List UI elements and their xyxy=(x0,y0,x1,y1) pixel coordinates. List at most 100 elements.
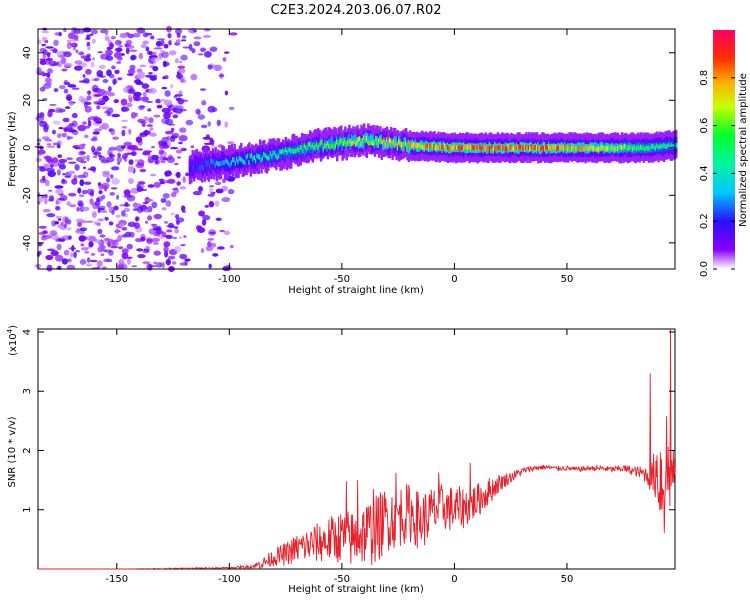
signal-band-cell xyxy=(607,145,610,151)
signal-band-cell xyxy=(330,143,333,149)
noise-blob xyxy=(153,114,161,118)
noise-blob xyxy=(106,112,111,117)
noise-blob xyxy=(84,251,90,254)
signal-band-cell xyxy=(627,146,631,152)
noise-blob xyxy=(38,225,47,229)
noise-blob xyxy=(126,145,136,150)
noise-blob xyxy=(190,145,195,148)
signal-band-cell xyxy=(271,154,274,160)
signal-band-cell xyxy=(332,137,335,148)
noise-blob xyxy=(126,194,136,202)
colorbar-gradient xyxy=(713,30,735,269)
signal-band-cell xyxy=(367,133,370,143)
noise-blob xyxy=(134,79,142,84)
signal-band-cell xyxy=(608,146,612,152)
signal-band-cell xyxy=(306,146,309,152)
noise-blob xyxy=(151,146,155,149)
noise-blob xyxy=(49,230,58,236)
signal-band-cell xyxy=(286,150,289,155)
noise-blob xyxy=(41,36,48,42)
noise-blob xyxy=(82,121,87,125)
signal-band-cell xyxy=(344,138,347,144)
noise-blob xyxy=(57,154,63,159)
signal-band-cell xyxy=(259,154,262,160)
snr-panel: -150 -100 -50 0 50 1 2 3 4 Height of straight l… xyxy=(6,325,676,595)
signal-band-cell xyxy=(255,151,258,161)
noise-blob xyxy=(141,96,149,102)
signal-band-cell xyxy=(552,144,555,150)
signal-band-cell xyxy=(539,146,543,152)
noise-blob xyxy=(104,30,109,36)
noise-blob xyxy=(55,188,64,195)
colorbar-ticks: 0.0 0.2 0.4 0.6 0.8 xyxy=(699,70,735,277)
signal-band-cell xyxy=(260,158,263,163)
signal-band-cell xyxy=(192,164,196,170)
noise-blob xyxy=(58,31,62,37)
noise-blob xyxy=(156,262,160,267)
signal-band-cell xyxy=(194,164,197,175)
signal-band-cell xyxy=(325,143,328,149)
noise-blob xyxy=(86,91,92,94)
signal-band-cell xyxy=(225,158,228,163)
noise-blob xyxy=(95,197,101,203)
noise-blob xyxy=(201,100,207,106)
noise-blob xyxy=(99,245,106,250)
noise-blob xyxy=(116,194,120,200)
noise-blob xyxy=(170,146,179,150)
noise-blob xyxy=(76,207,80,212)
noise-blob xyxy=(193,36,202,40)
noise-blob xyxy=(57,161,65,167)
noise-blob xyxy=(96,105,101,110)
signal-band-cell xyxy=(206,159,209,176)
signal-band-cell xyxy=(383,141,386,151)
signal-band-cell xyxy=(305,145,308,155)
noise-blob xyxy=(197,53,204,56)
noise-blob xyxy=(145,237,153,243)
noise-blob xyxy=(163,245,169,253)
noise-blob xyxy=(139,132,146,138)
signal-band-cell xyxy=(256,156,259,166)
signal-band-cell xyxy=(630,144,633,150)
signal-band-cell xyxy=(535,145,539,150)
signal-band-cell xyxy=(191,161,194,166)
signal-band-cell xyxy=(195,167,198,172)
noise-blob xyxy=(68,192,77,197)
noise-blob xyxy=(148,87,157,94)
noise-blob xyxy=(149,127,154,131)
noise-blob xyxy=(179,186,186,190)
signal-band-cell xyxy=(238,155,242,161)
signal-band-cell xyxy=(327,143,331,149)
noise-blob xyxy=(160,39,165,47)
signal-band-cell xyxy=(602,144,605,150)
noise-blob xyxy=(162,60,167,68)
signal-band-cell xyxy=(403,137,406,147)
signal-band-cell xyxy=(500,144,504,150)
noise-blob xyxy=(46,213,56,218)
noise-blob xyxy=(182,46,190,49)
snr-y-label: SNR (10 * v/v) xyxy=(7,416,18,487)
signal-band-cell xyxy=(244,160,247,166)
noise-blob xyxy=(42,209,51,213)
signal-band-cell xyxy=(360,141,363,147)
noise-blob xyxy=(80,243,85,247)
noise-blob xyxy=(76,228,80,232)
noise-blob xyxy=(89,33,94,36)
signal-band-cell xyxy=(564,144,567,149)
signal-band-cell xyxy=(646,145,649,151)
noise-blob xyxy=(182,176,186,183)
signal-band-cell xyxy=(473,145,477,151)
signal-band-cell xyxy=(467,144,470,150)
scale-suffix: ) xyxy=(8,325,19,329)
signal-band-cell xyxy=(485,146,489,152)
noise-blob xyxy=(190,73,198,81)
noise-blob xyxy=(41,43,46,47)
noise-blob xyxy=(81,156,90,160)
signal-band-cell xyxy=(633,145,636,150)
noise-blob xyxy=(176,181,181,186)
noise-blob xyxy=(161,107,170,114)
noise-blob xyxy=(221,197,231,203)
signal-band-cell xyxy=(210,158,213,164)
signal-band-cell xyxy=(255,158,258,164)
noise-blob xyxy=(48,103,57,106)
